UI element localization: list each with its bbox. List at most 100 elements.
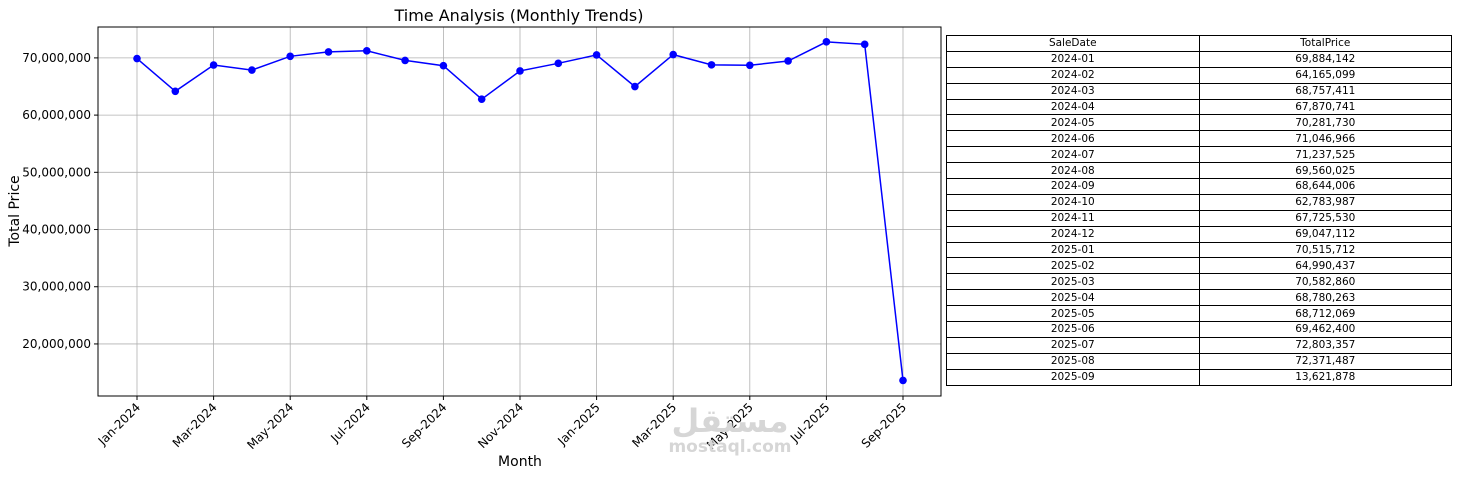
y-tick-label: 60,000,000: [22, 108, 91, 122]
cell-saledate: 2024-06: [946, 130, 1200, 148]
table-row: 2025-02 64,990,437: [946, 257, 1452, 275]
x-tick-label: Mar-2024: [170, 400, 220, 450]
table-row: 2024-09 68,644,006: [946, 178, 1452, 195]
data-point: [669, 50, 677, 59]
cell-totalprice: 69,047,112: [1198, 225, 1452, 243]
data-point: [324, 48, 333, 56]
cell-saledate: 2024-07: [946, 146, 1200, 164]
x-tick-label: Jan-2024: [95, 400, 143, 448]
data-point: [439, 61, 448, 70]
data-point: [822, 38, 831, 46]
data-point: [248, 66, 256, 74]
mostaql-watermark: مستقل mostaql.com: [662, 404, 798, 456]
cell-saledate: 2025-02: [946, 257, 1200, 275]
data-table: SaleDate TotalPrice 2024-01 69,884,142 202…: [946, 35, 1452, 386]
table-row: 2024-12 69,047,112: [946, 225, 1452, 243]
data-point: [363, 47, 371, 55]
table-row: 2025-01 70,515,712: [946, 241, 1452, 259]
cell-saledate: 2025-08: [946, 352, 1200, 370]
cell-saledate: 2024-10: [946, 193, 1200, 211]
cell-totalprice: 69,884,142: [1198, 50, 1452, 68]
cell-totalprice: 70,515,712: [1198, 241, 1452, 259]
data-point: [746, 61, 754, 70]
cell-totalprice: 71,046,966: [1198, 130, 1452, 148]
cell-saledate: 2024-01: [946, 50, 1200, 68]
column-header-saledate: SaleDate: [946, 35, 1200, 52]
data-point: [209, 61, 218, 69]
x-tick-label: Jan-2025: [554, 400, 602, 448]
cell-totalprice: 69,462,400: [1198, 321, 1452, 338]
cell-saledate: 2025-07: [946, 336, 1200, 354]
x-tick-label: Sep-2025: [859, 400, 910, 451]
table-row: 2024-05 70,281,730: [946, 114, 1452, 132]
cell-totalprice: 70,582,860: [1198, 273, 1452, 291]
cell-saledate: 2024-08: [946, 162, 1200, 180]
table-row: 2025-04 68,780,263: [946, 289, 1452, 307]
data-point: [401, 56, 409, 65]
grid: [98, 27, 941, 396]
cell-saledate: 2025-04: [946, 289, 1200, 307]
cell-saledate: 2024-05: [946, 114, 1200, 132]
cell-saledate: 2024-11: [946, 209, 1200, 227]
x-tick-label: Jul-2024: [327, 400, 373, 446]
cell-saledate: 2025-05: [946, 305, 1200, 323]
table-row: 2024-11 67,725,530: [946, 209, 1452, 227]
data-point: [860, 40, 869, 49]
y-tick-label: 50,000,000: [22, 165, 91, 179]
cell-totalprice: 67,870,741: [1198, 98, 1452, 116]
table-row: 2024-07 71,237,525: [946, 146, 1452, 164]
cell-totalprice: 67,725,530: [1198, 209, 1452, 227]
data-point: [899, 376, 907, 385]
cell-totalprice: 68,757,411: [1198, 82, 1452, 100]
table-row: 2024-03 68,757,411: [946, 82, 1452, 100]
plot-area-frame: [97, 26, 942, 397]
table-row: 2025-09 13,621,878: [946, 368, 1452, 386]
cell-saledate: 2025-06: [946, 321, 1200, 338]
table-row: 2025-08 72,371,487: [946, 352, 1452, 370]
series-total-price: [133, 38, 907, 385]
cell-saledate: 2024-09: [946, 178, 1200, 195]
data-point: [516, 67, 524, 75]
cell-totalprice: 70,281,730: [1198, 114, 1452, 132]
x-tick-label: Nov-2024: [475, 400, 526, 451]
table-row: 2025-03 70,582,860: [946, 273, 1452, 291]
table-row: 2024-02 64,165,099: [946, 66, 1452, 84]
data-point: [286, 52, 295, 61]
data-point: [477, 95, 486, 103]
x-axis-label: Month: [498, 454, 542, 470]
table-row: 2024-08 69,560,025: [946, 162, 1452, 180]
cell-totalprice: 68,780,263: [1198, 289, 1452, 307]
y-tick-label: 20,000,000: [22, 337, 91, 351]
cell-totalprice: 69,560,025: [1198, 162, 1452, 180]
table-row: 2024-01 69,884,142: [946, 50, 1452, 68]
table-row: 2025-05 68,712,069: [946, 305, 1452, 323]
cell-saledate: 2025-01: [946, 241, 1200, 259]
y-tick-label: 70,000,000: [22, 51, 91, 65]
cell-totalprice: 13,621,878: [1198, 368, 1452, 386]
data-point: [631, 82, 639, 91]
cell-saledate: 2024-03: [946, 82, 1200, 100]
y-tick-label: 30,000,000: [22, 280, 91, 294]
cell-totalprice: 71,237,525: [1198, 146, 1452, 164]
table-row: 2024-10 62,783,987: [946, 193, 1452, 211]
x-tick-label: Sep-2024: [399, 400, 450, 451]
cell-saledate: 2024-04: [946, 98, 1200, 116]
cell-totalprice: 68,712,069: [1198, 305, 1452, 323]
data-point: [133, 54, 141, 63]
cell-totalprice: 62,783,987: [1198, 193, 1452, 211]
cell-totalprice: 72,371,487: [1198, 352, 1452, 370]
cell-totalprice: 64,990,437: [1198, 257, 1452, 275]
cell-saledate: 2025-09: [946, 368, 1200, 386]
x-tick-label: May-2024: [244, 400, 296, 452]
column-header-totalprice: TotalPrice: [1198, 35, 1452, 52]
table-row: 2024-06 71,046,966: [946, 130, 1452, 148]
y-tick-label: 40,000,000: [22, 223, 91, 237]
cell-saledate: 2024-12: [946, 225, 1200, 243]
chart-title: Time Analysis (Monthly Trends): [393, 6, 643, 25]
table-header-row: SaleDate TotalPrice: [946, 35, 1452, 52]
cell-totalprice: 68,644,006: [1198, 178, 1452, 195]
table-row: 2025-06 69,462,400: [946, 321, 1452, 338]
y-axis: 20,000,000 30,000,000 40,000,000 50,000,000…: [22, 51, 98, 351]
data-point: [171, 87, 180, 96]
